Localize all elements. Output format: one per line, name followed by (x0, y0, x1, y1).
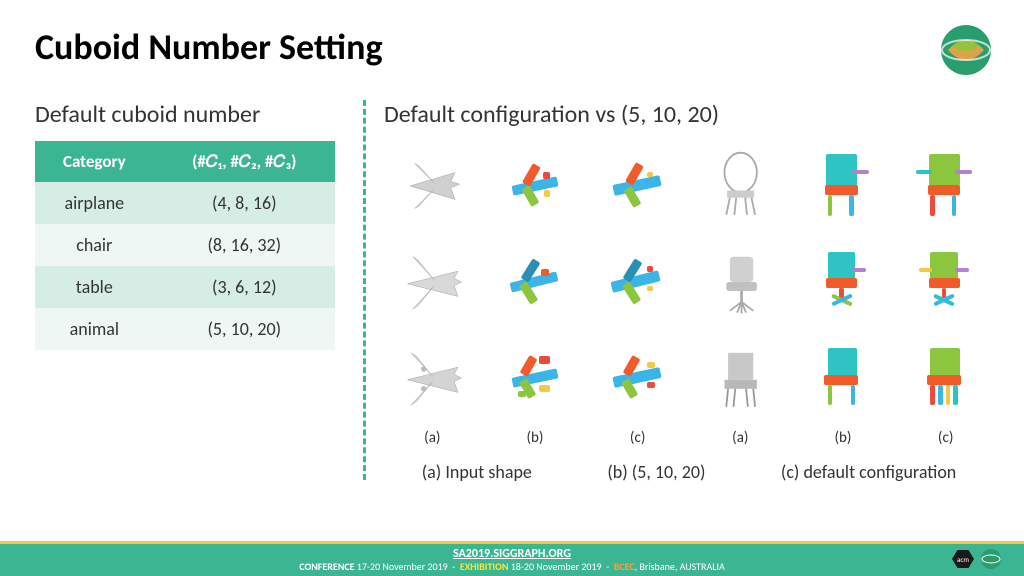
col-label: (a) (384, 429, 481, 451)
footer-bar: SA2019.SIGGRAPH.ORG CONFERENCE 17-20 Nov… (0, 544, 1024, 576)
table-header-row: Category (#𝐶₁, #𝐶₂, #𝐶₃) (35, 141, 335, 182)
table-row: table (3, 6, 12) (35, 266, 335, 308)
thumb-airplane2-510 (487, 237, 584, 327)
thumb-chair1-input (692, 141, 789, 231)
left-panel: Default cuboid number Category (#𝐶₁, #𝐶₂… (35, 100, 355, 483)
cell-val: (8, 16, 32) (154, 224, 335, 266)
thumb-airplane3-default (589, 333, 686, 423)
slide-title: Cuboid Number Setting (35, 25, 383, 69)
content-area: Default cuboid number Category (#𝐶₁, #𝐶₂… (35, 100, 994, 483)
col-label: (b) (487, 429, 584, 451)
col-label: (b) (795, 429, 892, 451)
thumb-chair3-default (897, 333, 994, 423)
thumbnail-grid: (a) (b) (c) (a) (b) (c) (384, 141, 994, 451)
thumb-airplane-default (589, 141, 686, 231)
legend-c: (c) default configuration (781, 461, 956, 483)
header-category: Category (35, 141, 154, 182)
siggraph-mini-icon (980, 548, 1002, 570)
footer-icons: acm (952, 548, 1002, 570)
acm-icon: acm (952, 549, 974, 569)
thumb-chair2-510 (795, 237, 892, 327)
vertical-divider (363, 100, 366, 480)
table-row: airplane (4, 8, 16) (35, 182, 335, 224)
thumb-chair1-default (897, 141, 994, 231)
legend-b: (b) (5, 10, 20) (607, 461, 705, 483)
right-subhead: Default configuration vs (5, 10, 20) (384, 100, 994, 129)
thumb-airplane-510 (487, 141, 584, 231)
thumb-chair2-input (692, 237, 789, 327)
thumb-airplane-input (384, 141, 481, 231)
col-label: (a) (692, 429, 789, 451)
legend: (a) Input shape (b) (5, 10, 20) (c) defa… (384, 461, 994, 483)
thumb-airplane3-510 (487, 333, 584, 423)
footer-details: CONFERENCE 17-20 November 2019 - EXHIBIT… (299, 561, 725, 573)
siggraph-logo (938, 22, 994, 78)
cell-val: (3, 6, 12) (154, 266, 335, 308)
footer-link: SA2019.SIGGRAPH.ORG (299, 547, 725, 561)
cell-cat: table (35, 266, 154, 308)
cell-val: (4, 8, 16) (154, 182, 335, 224)
legend-a: (a) Input shape (422, 461, 532, 483)
thumb-chair3-input (692, 333, 789, 423)
table-row: chair (8, 16, 32) (35, 224, 335, 266)
thumb-chair1-510 (795, 141, 892, 231)
cell-val: (5, 10, 20) (154, 308, 335, 350)
col-label: (c) (589, 429, 686, 451)
left-subhead: Default cuboid number (35, 100, 355, 129)
thumb-airplane2-input (384, 237, 481, 327)
cell-cat: animal (35, 308, 154, 350)
thumb-airplane3-input (384, 333, 481, 423)
cell-cat: airplane (35, 182, 154, 224)
col-label: (c) (897, 429, 994, 451)
header-values: (#𝐶₁, #𝐶₂, #𝐶₃) (154, 141, 335, 182)
cuboid-table: Category (#𝐶₁, #𝐶₂, #𝐶₃) airplane (4, 8,… (35, 141, 335, 350)
thumb-airplane2-default (589, 237, 686, 327)
cell-cat: chair (35, 224, 154, 266)
right-panel: Default configuration vs (5, 10, 20) (384, 100, 994, 483)
thumb-chair3-510 (795, 333, 892, 423)
thumb-chair2-default (897, 237, 994, 327)
table-row: animal (5, 10, 20) (35, 308, 335, 350)
